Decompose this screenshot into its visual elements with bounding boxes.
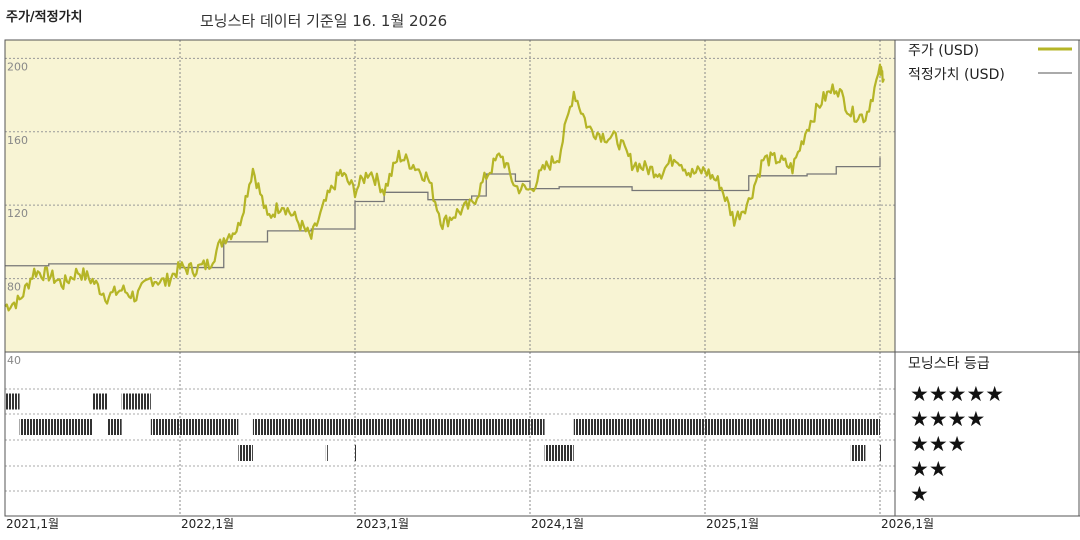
rating-bar: [252, 419, 268, 435]
x-tick-label: 2022,1월: [181, 517, 234, 531]
price-panel-bg: [5, 40, 895, 352]
rating-bar: [267, 419, 355, 435]
rating-bar: [865, 419, 880, 435]
rating-bar: [92, 393, 108, 410]
rating-bar: [107, 419, 122, 435]
y-tick-label: 80: [7, 281, 21, 294]
rating-stars-label: ★★★: [910, 432, 966, 456]
y-tick-label: 200: [7, 60, 28, 73]
rating-bar: [355, 419, 545, 435]
x-tick-label: 2026,1월: [881, 517, 934, 531]
rating-title: 모닝스타 등급: [908, 356, 990, 372]
rating-bar: [544, 445, 574, 461]
rating-stars-label: ★★★★★: [910, 382, 1004, 406]
legend-fair-value-label: 적정가치 (USD): [908, 67, 1005, 83]
rating-bar: [355, 445, 357, 461]
rating-stars-label: ★★★★: [910, 407, 985, 431]
y-tick-label: 160: [7, 134, 28, 147]
rating-bar: [19, 419, 93, 435]
chart-frame: [4, 39, 896, 517]
y-tick-label: 120: [7, 207, 28, 220]
x-tick-label: 2021,1월: [6, 517, 59, 531]
rating-stars-label: ★: [910, 482, 929, 506]
legend-price-label: 주가 (USD): [908, 43, 979, 59]
rating-bar: [5, 393, 20, 410]
fair-value-line: [5, 157, 881, 269]
rating-bar: [150, 419, 239, 435]
rating-bar: [325, 445, 328, 461]
rating-bar: [850, 445, 866, 461]
rating-bar: [121, 393, 151, 410]
y-tick-label: 40: [7, 354, 21, 367]
rating-bar: [880, 445, 882, 461]
x-tick-label: 2025,1월: [706, 517, 759, 531]
rating-bar: [238, 445, 253, 461]
chart-title: 주가/적정가치: [6, 10, 83, 25]
price-line: [4, 63, 885, 312]
x-tick-label: 2024,1월: [531, 517, 584, 531]
rating-stars-label: ★★: [910, 457, 948, 481]
rating-bar: [573, 419, 866, 435]
x-tick-label: 2023,1월: [356, 517, 409, 531]
chart-subtitle: 모닝스타 데이터 기준일 16. 1월 2026: [200, 12, 448, 30]
